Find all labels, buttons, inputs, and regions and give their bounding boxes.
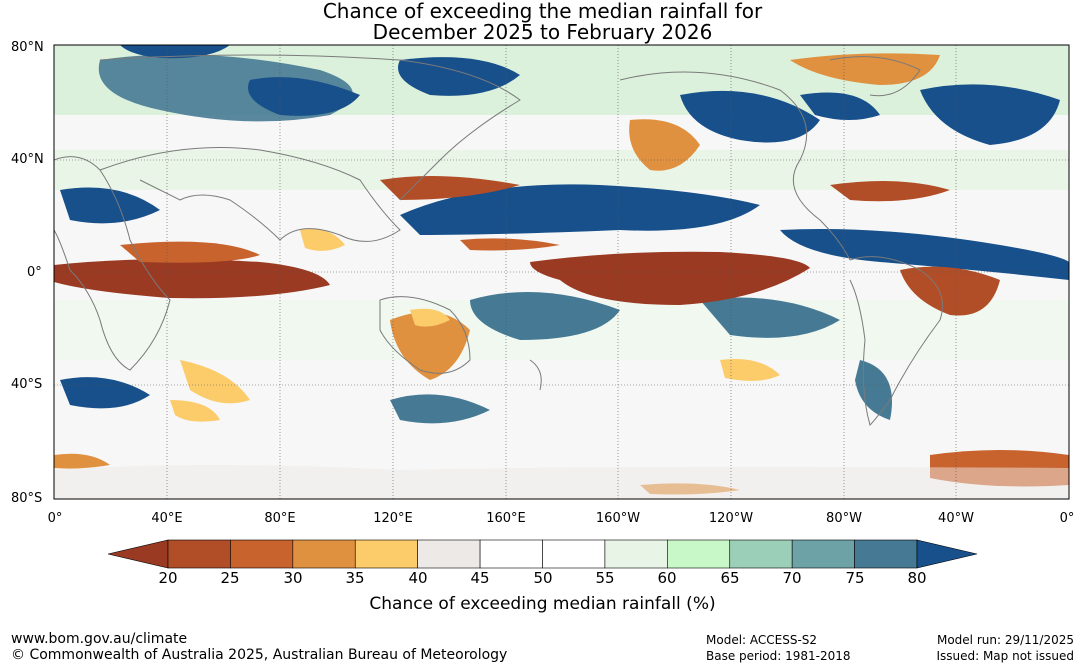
colorbar-tick: 80 (907, 569, 927, 587)
colorbar-tick: 25 (220, 569, 240, 587)
lon-label-80w: 80°W (826, 511, 862, 526)
colorbar (107, 539, 978, 569)
rainfall-field (54, 45, 1069, 499)
lat-label-0: 0° (27, 265, 42, 280)
colorbar-bin (417, 539, 481, 569)
colorbar-bin (791, 539, 855, 569)
colorbar-bin (667, 539, 731, 569)
colorbar-below-arrow (107, 539, 169, 569)
lon-label-160e: 160°E (486, 511, 526, 526)
colorbar-bin (292, 539, 356, 569)
footer-base-period: Base period: 1981-2018 (706, 649, 851, 663)
footer-copyright: © Commonwealth of Australia 2025, Austra… (11, 647, 508, 663)
colorbar-tick: 45 (470, 569, 490, 587)
lon-label-40w: 40°W (938, 511, 974, 526)
lat-label-40n: 40°N (11, 152, 44, 167)
map-title-line2: December 2025 to February 2026 (372, 20, 713, 44)
lon-label-40e: 40°E (151, 511, 183, 526)
colorbar-tick: 20 (158, 569, 178, 587)
colorbar-bin (354, 539, 418, 569)
colorbar-bin (167, 539, 231, 569)
coastlines (54, 54, 943, 426)
lon-label-120e: 120°E (373, 511, 413, 526)
colorbar-label: Chance of exceeding median rainfall (%) (369, 594, 716, 614)
colorbar-bin (729, 539, 793, 569)
colorbar-tick: 70 (782, 569, 802, 587)
colorbar-bin (604, 539, 668, 569)
colorbar-tick: 65 (720, 569, 740, 587)
colorbar-bin (479, 539, 543, 569)
colorbar-tick: 75 (845, 569, 865, 587)
colorbar-above-arrow (916, 539, 978, 569)
lon-label-160w: 160°W (595, 511, 641, 526)
footer-issued: Issued: Map not issued (936, 649, 1074, 663)
map-title-line1: Chance of exceeding the median rainfall … (322, 0, 763, 23)
lon-label-120w: 120°W (708, 511, 754, 526)
colorbar-tick: 35 (345, 569, 365, 587)
lon-label-80e: 80°E (264, 511, 296, 526)
colorbar-bin (542, 539, 606, 569)
lon-label-0-left: 0° (47, 511, 63, 526)
colorbar-tick: 30 (283, 569, 303, 587)
rainfall-map (53, 44, 1070, 500)
footer-model: Model: ACCESS-S2 (706, 633, 818, 647)
colorbar-tick: 40 (408, 569, 428, 587)
lat-label-80n: 80°N (11, 40, 44, 55)
footer-url[interactable]: www.bom.gov.au/climate (11, 631, 188, 647)
map-frame (53, 44, 1070, 500)
colorbar-bin (854, 539, 918, 569)
colorbar-tick: 55 (595, 569, 615, 587)
colorbar-tick: 50 (533, 569, 553, 587)
colorbar-tick: 60 (657, 569, 677, 587)
footer-model-run: Model run: 29/11/2025 (936, 633, 1074, 647)
colorbar-bin (230, 539, 294, 569)
lat-label-40s: 40°S (11, 377, 43, 392)
graticule (54, 45, 1069, 499)
lat-label-80s: 80°S (11, 491, 43, 506)
lon-label-0-right: 0° (1059, 511, 1075, 526)
